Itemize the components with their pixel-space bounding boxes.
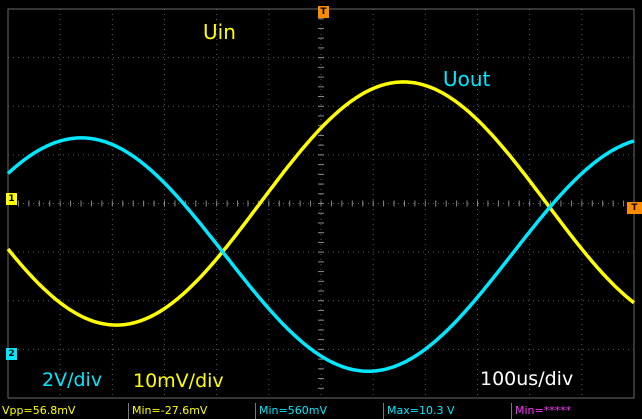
measurement-ch2-min: Min=560mV	[255, 403, 327, 419]
timebase-label: 100us/div	[480, 368, 574, 390]
channel-1-scale-label: 10mV/div	[133, 370, 224, 392]
waveform-plot	[6, 8, 636, 399]
trigger-level-marker: T	[627, 202, 642, 214]
measurement-bar: Vpp=56.8mV Min=-27.6mV Min=560mV Max=10.…	[0, 403, 642, 419]
uin-trace-label: Uin	[203, 20, 236, 44]
channel-1-ground-marker: 1	[6, 193, 17, 205]
uout-waveform	[6, 136, 635, 374]
measurement-ch1-min: Min=-27.6mV	[128, 403, 207, 419]
trigger-position-marker: T	[318, 6, 329, 18]
uout-trace-label: Uout	[443, 67, 491, 91]
measurement-vpp: Vpp=56.8mV	[2, 404, 76, 417]
measurement-ch2-max: Max=10.3 V	[383, 403, 454, 419]
channel-2-scale-label: 2V/div	[42, 369, 103, 391]
channel-2-ground-marker: 2	[6, 348, 17, 360]
measurement-ch4-min: Min=*****	[511, 403, 571, 419]
uin-waveform	[6, 80, 636, 327]
